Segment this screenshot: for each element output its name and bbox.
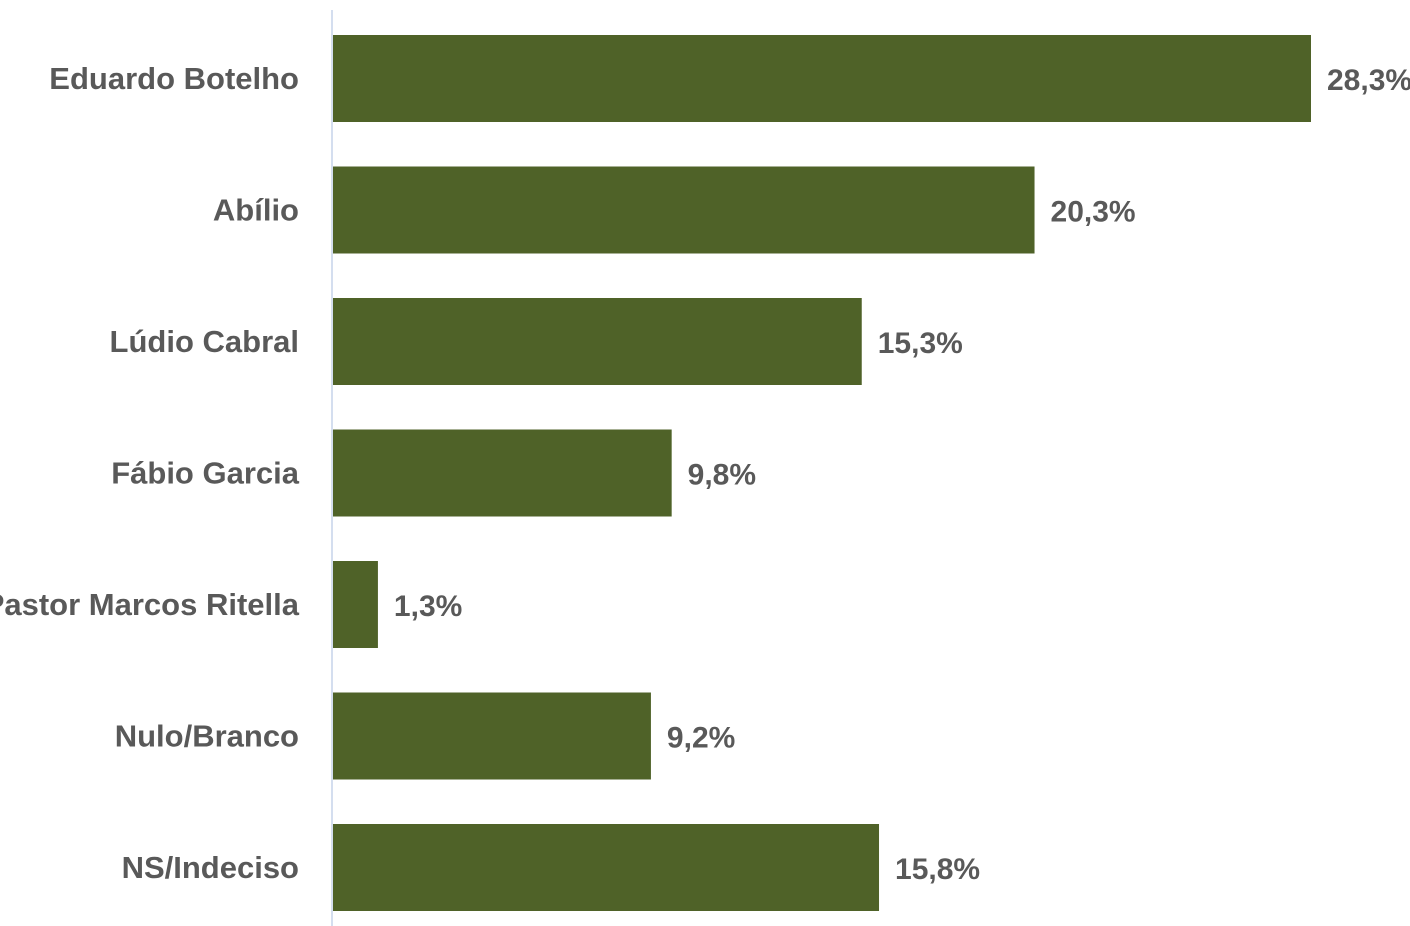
value-label: 15,3% [878,327,963,360]
value-label: 9,2% [667,722,735,755]
bar-1 [333,166,1035,254]
category-label: Eduardo Botelho [49,61,299,96]
category-label: Fábio Garcia [111,456,300,491]
bar-2 [333,298,862,385]
category-label: Pastor Marcos Ritella [0,587,300,622]
value-label: 28,3% [1327,64,1410,97]
category-label: Nulo/Branco [115,719,299,754]
bar-6 [333,824,880,911]
category-label: NS/Indeciso [122,850,299,885]
category-label: Abílio [213,193,299,228]
value-label: 9,8% [688,459,756,492]
value-label: 1,3% [394,590,462,623]
value-label: 20,3% [1051,196,1136,229]
bar-4 [333,561,378,648]
value-label: 15,8% [895,853,980,886]
bar-5 [333,692,651,780]
bar-3 [333,429,672,517]
category-label: Lúdio Cabral [110,324,299,359]
bars-group: Eduardo Botelho 28,3% Abílio 20,3% Lúdio Cab… [0,35,1410,911]
bar-0 [333,35,1311,122]
